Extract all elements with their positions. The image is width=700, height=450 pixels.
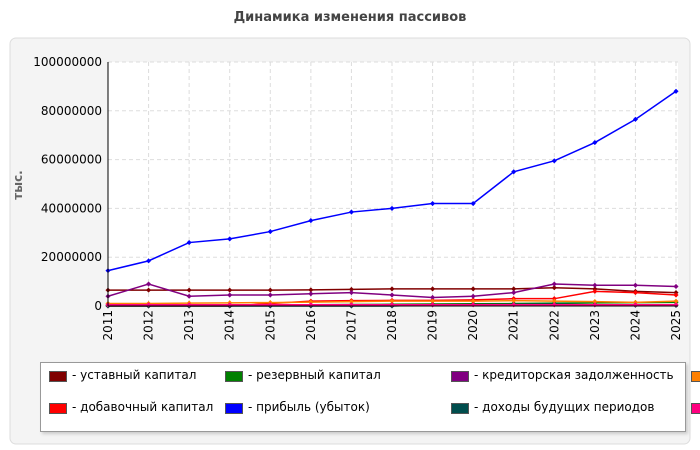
point [146,281,152,287]
point [267,287,273,293]
x-tick-label: 2024 [628,310,642,341]
point [186,287,192,293]
legend-item: - прочие краткосрочные пассивы [691,401,700,433]
point [673,298,679,304]
y-tick-label: 40000000 [41,201,102,215]
legend-swatch [49,371,67,382]
point [389,286,395,292]
x-tick-label: 2014 [223,310,237,341]
point [430,294,436,301]
point [308,287,314,293]
point [186,240,192,246]
point [267,229,273,235]
legend-item: - уставный капитал [49,369,225,401]
legend-swatch [451,403,469,414]
x-tick-label: 2021 [507,310,521,341]
x-tick-label: 2023 [588,310,602,341]
x-tick-label: 2016 [304,310,318,341]
point [511,290,517,296]
legend-label: - кредиторская задолженность [474,368,674,382]
legend-label: - добавочный капитал [72,400,214,414]
point [348,286,354,292]
point [227,287,233,293]
legend-swatch [225,403,243,414]
y-tick-label: 100000000 [33,55,102,69]
legend: - уставный капитал - добавочный капитал - … [40,362,700,433]
point [632,290,638,296]
legend-item: - прибыль (убыток) [225,401,451,433]
legend-item: - добавочный капитал [49,401,225,433]
point [511,286,517,292]
legend-item: - кредиторская задолженность [451,369,691,401]
legend-label: - уставный капитал [72,368,197,382]
x-tick-label: 2012 [142,310,156,341]
legend-item: - краткосрочные оценочные обязательства [691,369,700,401]
point [551,298,557,304]
point [227,292,233,298]
point [430,286,436,292]
point [389,292,395,298]
legend-swatch [691,371,700,382]
point [308,291,314,297]
x-tick-label: 2015 [263,310,277,341]
point [348,290,354,296]
x-tick-label: 2019 [426,310,440,341]
point [470,293,476,299]
y-tick-label: 20000000 [41,250,102,264]
legend-swatch [691,403,700,414]
legend-label: - прибыль (убыток) [248,400,370,414]
x-tick-label: 2011 [101,310,115,341]
x-tick-label: 2013 [182,310,196,341]
point [389,298,395,304]
point [470,200,476,207]
point [470,298,476,304]
legend-swatch [225,371,243,382]
plot-area [108,62,678,306]
legend-swatch [451,371,469,382]
point [267,292,273,298]
legend-label: - резервный капитал [248,368,381,382]
point [146,287,152,293]
x-tick-label: 2018 [385,310,399,341]
point [511,298,517,304]
y-tick-label: 60000000 [41,153,102,167]
x-tick-label: 2017 [344,310,358,341]
legend-item: - резервный капитал [225,369,451,401]
y-tick-label: 0 [94,299,102,313]
point [308,299,314,305]
legend-item: - доходы будущих периодов [451,401,691,433]
x-tick-label: 2022 [547,310,561,341]
point [186,293,192,299]
point [592,288,598,294]
x-tick-label: 2020 [466,310,480,341]
x-tick-label: 2025 [669,310,683,341]
point [348,209,354,215]
y-axis-label: тыс. [11,170,25,199]
chart-title: Динамика изменения пассивов [234,10,467,25]
point [348,299,354,305]
point [430,298,436,304]
point [146,258,152,264]
point [592,299,598,305]
point [673,292,679,298]
legend-swatch [49,403,67,414]
legend-label: - доходы будущих периодов [474,400,655,414]
point [470,286,476,292]
y-tick-label: 80000000 [41,104,102,118]
